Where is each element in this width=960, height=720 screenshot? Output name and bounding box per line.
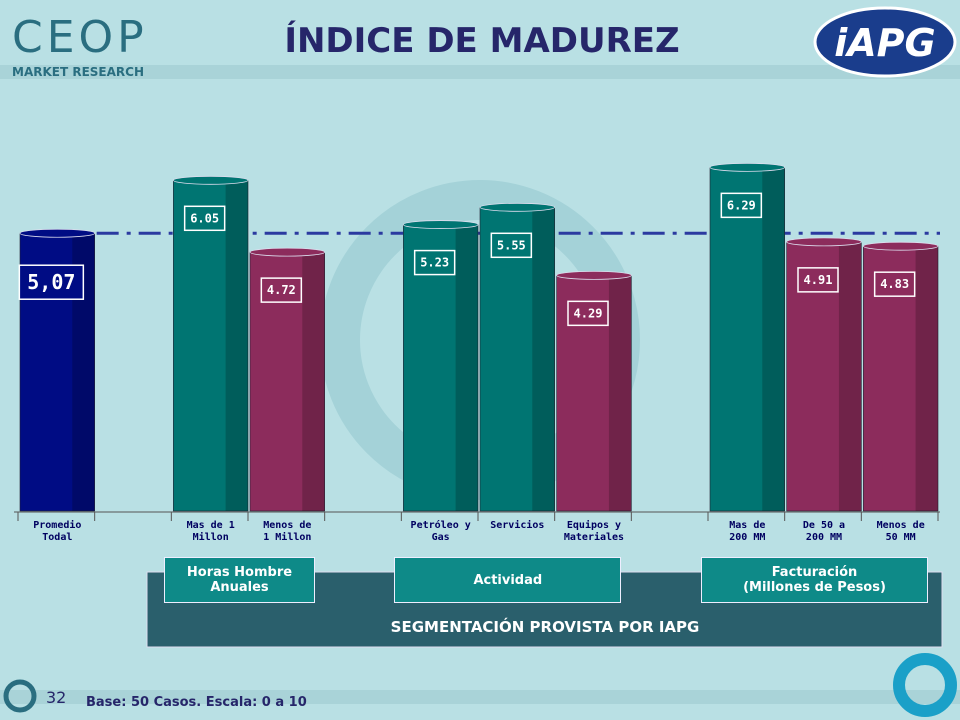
bar-shade [225, 180, 248, 512]
bar-cap [402, 220, 479, 229]
x-tick-label: Servicios [490, 520, 545, 531]
x-tick-label: Equipos y Materiales [563, 520, 625, 543]
bar-shade [455, 224, 478, 511]
bar-shade [302, 252, 325, 511]
value-label-box [413, 249, 456, 276]
partner-logo-bg [813, 6, 957, 78]
footer-note: Base: 50 Casos. Escala: 0 a 10 [86, 695, 307, 710]
value-label: 6.05 [190, 211, 219, 225]
value-label: 5.23 [420, 256, 449, 270]
segment-caption: SEGMENTACIÓN PROVISTA POR IAPG [391, 617, 700, 636]
logo: CEOP [12, 12, 148, 63]
header-band [0, 65, 960, 79]
bar-cap [19, 228, 96, 238]
value-label: 4.83 [880, 277, 909, 291]
group-label: Actividad [394, 557, 622, 603]
value-label-box [567, 300, 609, 327]
page-number: 32 [46, 688, 66, 707]
value-label: 4.72 [267, 283, 296, 297]
bar-cap [479, 202, 556, 212]
bar-cap [249, 247, 326, 257]
bar-shade [72, 233, 95, 511]
x-tick-label: Menos de 1 Millon [263, 520, 312, 543]
value-label: 4.29 [574, 306, 603, 320]
x-tick-label: Menos de 50 MM [876, 520, 925, 543]
group-label: Horas Hombre Anuales [164, 557, 315, 603]
value-label-box [490, 232, 533, 259]
x-tick-label: Promedio Todal [33, 520, 82, 543]
footer-band [0, 690, 960, 704]
bar-shade [608, 275, 632, 511]
bar-cap [709, 162, 786, 172]
x-tick-label: Petróleo y Gas [410, 520, 471, 543]
value-label: 6.29 [727, 198, 756, 212]
bar-cap [556, 270, 632, 280]
bar-cap [786, 237, 862, 247]
value-label-box [260, 277, 303, 303]
bar-shade [532, 207, 555, 512]
x-tick-label: Mas de 200 MM [729, 520, 766, 543]
bar [173, 180, 249, 512]
partner-logo: iAPG [834, 21, 935, 65]
value-label-box [873, 271, 916, 297]
bar-cap [172, 175, 249, 185]
value-label-box [797, 267, 839, 293]
x-tick-label: De 50 a 200 MM [802, 520, 846, 543]
slide-title: ÍNDICE DE MADUREZ [284, 20, 679, 61]
value-label-box [18, 264, 85, 300]
footer-icon [3, 679, 37, 713]
value-label-box [183, 205, 226, 232]
bar-shade [915, 246, 938, 511]
value-label-box [720, 192, 763, 219]
bar [709, 167, 785, 512]
x-tick-label: Mas de 1 Millon [186, 520, 235, 543]
logo-sub: MARKET RESEARCH [12, 65, 144, 79]
value-label: 5,07 [27, 270, 75, 294]
group-label: Facturación (Millones de Pesos) [701, 557, 928, 603]
bar-cap [862, 241, 939, 251]
value-label: 5.55 [497, 238, 526, 252]
bar-shade [762, 167, 785, 511]
value-label: 4.91 [804, 273, 833, 287]
corner-ring [893, 653, 957, 717]
bar-shade [838, 241, 862, 512]
